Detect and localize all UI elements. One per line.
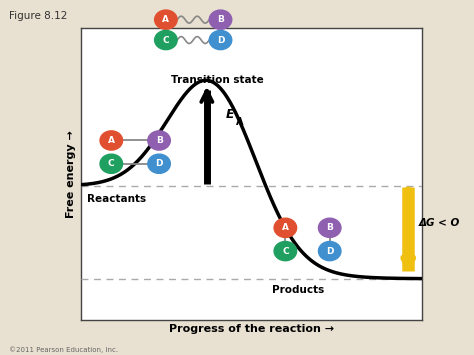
Circle shape (319, 218, 341, 237)
Text: A: A (163, 15, 169, 24)
Text: A: A (236, 116, 243, 126)
Text: ΔG < O: ΔG < O (419, 218, 460, 228)
Text: D: D (155, 159, 163, 168)
Text: Products: Products (272, 285, 324, 295)
Text: C: C (163, 36, 169, 44)
Text: D: D (217, 36, 224, 44)
Y-axis label: Free energy →: Free energy → (66, 130, 76, 218)
Text: A: A (108, 136, 115, 145)
Circle shape (148, 154, 170, 173)
Text: C: C (108, 159, 115, 168)
X-axis label: Progress of the reaction →: Progress of the reaction → (169, 324, 334, 334)
Text: B: B (155, 136, 163, 145)
Text: C: C (282, 247, 289, 256)
Circle shape (100, 154, 123, 173)
Text: Transition state: Transition state (171, 75, 264, 85)
Circle shape (209, 31, 232, 50)
Circle shape (155, 31, 177, 50)
Circle shape (148, 131, 170, 150)
Text: B: B (217, 15, 224, 24)
Text: Figure 8.12: Figure 8.12 (9, 11, 68, 21)
Text: B: B (326, 223, 333, 232)
Text: E: E (226, 108, 234, 121)
Circle shape (155, 10, 177, 29)
Circle shape (319, 241, 341, 261)
Circle shape (274, 241, 297, 261)
Text: Reactants: Reactants (87, 194, 146, 204)
Text: D: D (326, 247, 334, 256)
Circle shape (209, 10, 232, 29)
Text: A: A (282, 223, 289, 232)
Circle shape (274, 218, 297, 237)
Text: ©2011 Pearson Education, Inc.: ©2011 Pearson Education, Inc. (9, 346, 119, 353)
Circle shape (100, 131, 123, 150)
